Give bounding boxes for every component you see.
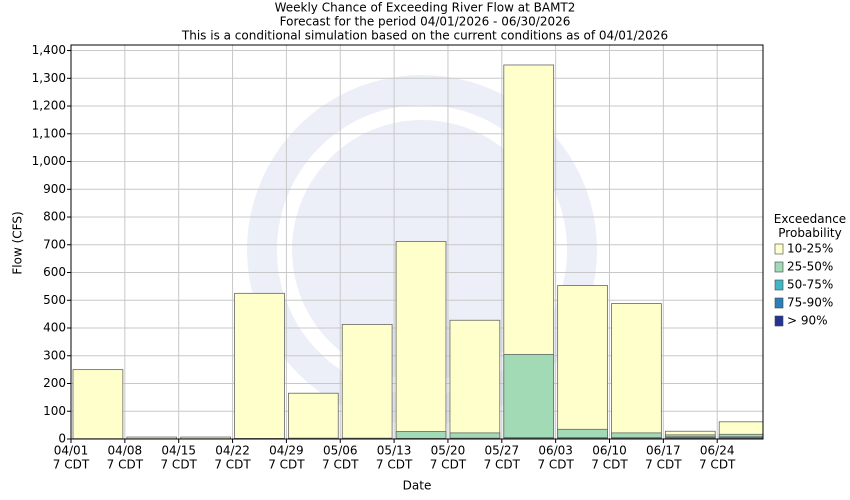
y-tick-label: 1,200 xyxy=(32,99,66,113)
y-tick-label: 900 xyxy=(43,182,66,196)
legend-swatch xyxy=(774,315,784,327)
x-tick-date: 06/24 xyxy=(700,444,735,458)
x-tick-time: 7 CDT xyxy=(214,458,251,472)
x-tick-time: 7 CDT xyxy=(645,458,682,472)
y-tick-label: 700 xyxy=(43,237,66,251)
y-tick-label: 1,100 xyxy=(32,126,66,140)
bar xyxy=(395,241,447,440)
y-tick-label: 800 xyxy=(43,210,66,224)
bar xyxy=(234,292,285,440)
chart-note: This is a conditional simulation based o… xyxy=(181,29,668,43)
bar xyxy=(611,303,662,440)
chart-title: Weekly Chance of Exceeding River Flow at… xyxy=(275,1,576,15)
legend-label: 10-25% xyxy=(787,242,833,256)
y-tick-label: 300 xyxy=(43,348,66,362)
legend-swatch xyxy=(774,297,784,309)
legend-label: 75-90% xyxy=(787,296,833,310)
legend-label: > 90% xyxy=(787,314,828,328)
legend-swatch xyxy=(774,279,784,291)
x-tick-date: 05/20 xyxy=(431,444,466,458)
legend-title: Exceedance Probability xyxy=(774,212,846,240)
x-axis-label: Date xyxy=(403,479,432,493)
bar xyxy=(503,353,555,440)
x-tick-date: 04/15 xyxy=(161,444,196,458)
x-tick-date: 04/01 xyxy=(54,444,89,458)
bar xyxy=(72,369,124,440)
legend-swatch xyxy=(774,261,784,273)
y-tick-label: 500 xyxy=(43,293,66,307)
x-tick-time: 7 CDT xyxy=(376,458,413,472)
x-tick-time: 7 CDT xyxy=(484,458,521,472)
y-tick-label: 100 xyxy=(43,404,66,418)
x-tick-time: 7 CDT xyxy=(699,458,736,472)
x-tick-time: 7 CDT xyxy=(591,458,628,472)
x-tick-time: 7 CDT xyxy=(537,458,574,472)
x-tick-date: 04/08 xyxy=(108,444,143,458)
x-tick-time: 7 CDT xyxy=(268,458,305,472)
x-tick-date: 05/27 xyxy=(485,444,520,458)
x-tick-date: 06/10 xyxy=(592,444,627,458)
bar xyxy=(449,319,501,440)
x-tick-date: 05/13 xyxy=(377,444,412,458)
y-tick-label: 200 xyxy=(43,376,66,390)
y-tick-label: 0 xyxy=(58,432,66,446)
bar xyxy=(557,285,608,440)
x-tick-date: 05/06 xyxy=(323,444,358,458)
bar xyxy=(287,392,339,440)
plot-frame xyxy=(70,44,764,440)
y-tick-label: 400 xyxy=(43,321,66,335)
x-tick-time: 7 CDT xyxy=(53,458,90,472)
y-tick-label: 600 xyxy=(43,265,66,279)
legend-label: 50-75% xyxy=(787,278,833,292)
x-tick-date: 06/03 xyxy=(538,444,573,458)
x-tick-time: 7 CDT xyxy=(430,458,467,472)
y-tick-label: 1,300 xyxy=(32,71,66,85)
x-tick-date: 04/29 xyxy=(269,444,304,458)
x-tick-time: 7 CDT xyxy=(160,458,197,472)
legend-label: 25-50% xyxy=(787,260,833,274)
y-tick-label: 1,400 xyxy=(32,43,66,57)
y-tick-label: 1,000 xyxy=(32,154,66,168)
bar xyxy=(395,431,447,440)
x-tick-date: 06/17 xyxy=(646,444,681,458)
legend-swatch xyxy=(774,243,784,255)
chart-subtitle: Forecast for the period 04/01/2026 - 06/… xyxy=(280,15,571,29)
x-tick-date: 04/22 xyxy=(215,444,250,458)
x-tick-time: 7 CDT xyxy=(322,458,359,472)
bar xyxy=(341,324,393,440)
y-axis-label: Flow (CFS) xyxy=(11,211,25,274)
x-tick-time: 7 CDT xyxy=(107,458,144,472)
